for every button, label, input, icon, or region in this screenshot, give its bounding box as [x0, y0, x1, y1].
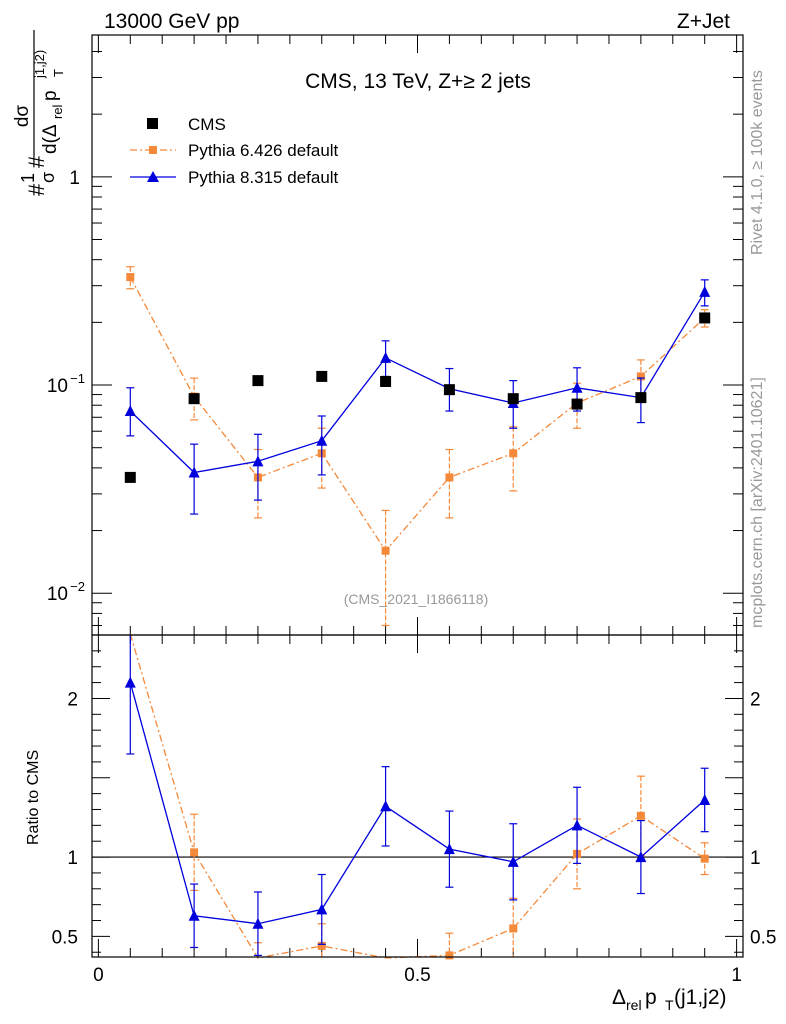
ratio-y-tick-label-left: 1: [67, 848, 78, 869]
ratio-pythia6-marker: [700, 854, 709, 863]
main-pythia6-marker: [509, 449, 518, 458]
main-data-marks: [124, 266, 711, 627]
ratio-axes: 0.5 0.5 1 1 2 2 0 0.5 1: [52, 634, 776, 986]
ratio-pythia6-marker: [636, 811, 645, 820]
ratio-pythia8-marker: [380, 800, 392, 812]
main-cms-marker: [507, 393, 519, 405]
main-cms-marker: [124, 471, 136, 483]
main-pythia8-marker: [252, 455, 264, 467]
ratio-y-tick-label-right: 1: [750, 848, 761, 869]
ratio-pythia6-marker: [445, 951, 454, 960]
main-cms-marker: [316, 370, 328, 382]
main-pythia8-marker: [316, 434, 328, 446]
x-tick-label: 1: [731, 965, 742, 986]
x-label-delta: Δ: [612, 986, 626, 1009]
y-label-hash1: #: [24, 183, 49, 196]
y-label-T: T: [51, 69, 66, 77]
main-cms-marker: [380, 375, 392, 387]
x-label-T: T: [665, 997, 674, 1013]
x-label-rest: (j1,j2): [674, 986, 727, 1009]
plot-title: CMS, 13 TeV, Z+≥ 2 jets: [305, 70, 531, 93]
mcplots-label: mcplots.cern.ch [arXiv:2401.10621]: [749, 377, 766, 628]
ratio-pythia6-line: [129, 633, 706, 959]
ratio-pythia6-marker: [317, 941, 326, 950]
main-y-label: # 1 σ # dσ d(Δ rel p j1,j2) T: [12, 30, 66, 196]
y-label-top: dσ: [12, 105, 33, 128]
ratio-pythia6-marker: [190, 848, 199, 857]
main-cms-marker: [443, 384, 455, 396]
main-pythia8-marker: [380, 351, 392, 363]
main-cms-marker: [188, 393, 200, 405]
x-label-sub: rel: [626, 997, 642, 1013]
ratio-pythia6-marker: [509, 924, 518, 933]
main-pythia8-marker: [699, 285, 711, 297]
x-tick-label: 0: [93, 965, 104, 986]
ratio-y-tick-label-right: 0.5: [750, 927, 776, 948]
ratio-y-tick-label-right: 2: [750, 689, 761, 710]
y-label-pt: p: [40, 90, 61, 101]
x-label-p: p: [645, 986, 657, 1009]
ratio-pythia8-marker: [124, 676, 136, 688]
y-label-hash2: #: [24, 155, 49, 168]
main-axes: 110−110−2: [47, 35, 743, 635]
x-tick-label: 0.5: [404, 965, 430, 986]
main-y-tick-label: 10: [47, 376, 68, 397]
header-right: Z+Jet: [677, 10, 730, 33]
y-label-one: 1: [18, 173, 38, 183]
main-pythia6-marker: [126, 273, 135, 282]
ratio-y-label: Ratio to CMS: [25, 750, 42, 845]
ratio-pythia8-marker: [635, 851, 647, 863]
y-label-sigma: σ: [38, 172, 58, 183]
ratio-pythia8-marker: [316, 903, 328, 915]
legend-pythia8-marker: [147, 171, 159, 182]
main-y-tick-exponent: −1: [70, 371, 85, 386]
legend-cms-label: CMS: [188, 115, 226, 134]
main-pythia8-marker: [124, 405, 136, 417]
main-pythia6-marker: [445, 473, 454, 482]
main-y-tick-label: 1: [69, 168, 80, 189]
main-pythia8-marker: [188, 466, 200, 478]
main-pythia8-marker: [571, 381, 583, 393]
main-pythia8-line: [129, 291, 706, 474]
ratio-pythia8-marker: [443, 843, 455, 855]
main-cms-marker: [571, 398, 583, 410]
analysis-watermark: (CMS_2021_I1866118): [344, 591, 489, 607]
legend: CMS Pythia 6.426 default Pythia 8.315 de…: [130, 115, 339, 187]
main-y-tick-exponent: −2: [70, 579, 85, 594]
ratio-pythia8-line: [129, 682, 706, 925]
ratio-y-tick-label-left: 2: [67, 689, 78, 710]
main-cms-marker: [252, 375, 264, 387]
main-y-tick-label: 10: [47, 584, 68, 605]
ratio-frame: [91, 634, 744, 958]
ratio-y-tick-label-left: 0.5: [52, 927, 78, 948]
y-label-sub: rel: [50, 104, 65, 119]
main-cms-marker: [635, 392, 647, 404]
legend-pythia6-label: Pythia 6.426 default: [188, 141, 339, 160]
x-axis-label: Δ rel p T (j1,j2): [612, 986, 727, 1013]
main-pythia6-marker: [381, 546, 390, 555]
y-label-sup: j1,j2): [32, 50, 47, 79]
ratio-pythia8-marker: [699, 793, 711, 805]
ratio-pythia8-marker: [507, 855, 519, 867]
ratio-data-marks: [124, 633, 711, 960]
legend-pythia8-label: Pythia 8.315 default: [188, 168, 339, 187]
ratio-pythia8-marker: [188, 909, 200, 921]
header-left: 13000 GeV pp: [104, 10, 239, 33]
main-pythia6-line: [129, 276, 706, 552]
y-label-bottom: d(Δ: [40, 124, 61, 154]
ratio-pythia8-marker: [571, 819, 583, 831]
legend-pythia6-marker: [149, 146, 157, 154]
main-pythia6-marker: [636, 372, 645, 381]
main-cms-marker: [699, 312, 711, 324]
rivet-label: Rivet 4.1.0, ≥ 100k events: [749, 70, 766, 255]
ratio-pythia8-marker: [252, 917, 264, 929]
legend-cms-marker: [147, 118, 158, 129]
